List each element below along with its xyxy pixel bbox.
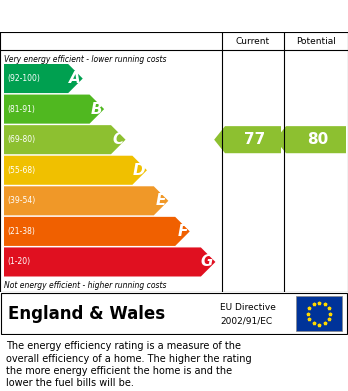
- Bar: [296, 296, 342, 331]
- Text: (92-100): (92-100): [7, 74, 40, 83]
- Text: Not energy efficient - higher running costs: Not energy efficient - higher running co…: [4, 282, 166, 291]
- Text: 80: 80: [307, 132, 328, 147]
- Text: Current: Current: [236, 36, 270, 45]
- Text: lower the fuel bills will be.: lower the fuel bills will be.: [6, 378, 134, 389]
- Text: E: E: [156, 193, 166, 208]
- Text: (1-20): (1-20): [7, 257, 30, 266]
- Text: (39-54): (39-54): [7, 196, 35, 205]
- Text: (55-68): (55-68): [7, 166, 35, 175]
- Text: B: B: [90, 102, 102, 117]
- Text: (81-91): (81-91): [7, 105, 35, 114]
- Polygon shape: [214, 126, 281, 153]
- Polygon shape: [275, 126, 346, 153]
- Text: the more energy efficient the home is and the: the more energy efficient the home is an…: [6, 366, 232, 376]
- Polygon shape: [4, 186, 168, 215]
- Polygon shape: [4, 156, 147, 185]
- Text: F: F: [177, 224, 188, 239]
- Text: A: A: [69, 71, 81, 86]
- Text: Very energy efficient - lower running costs: Very energy efficient - lower running co…: [4, 56, 166, 65]
- Polygon shape: [4, 64, 83, 93]
- Text: D: D: [132, 163, 145, 178]
- Text: England & Wales: England & Wales: [8, 305, 165, 323]
- Text: The energy efficiency rating is a measure of the: The energy efficiency rating is a measur…: [6, 341, 241, 351]
- Text: C: C: [112, 132, 124, 147]
- Text: 77: 77: [244, 132, 265, 147]
- Text: (69-80): (69-80): [7, 135, 35, 144]
- Polygon shape: [4, 95, 104, 124]
- Text: (21-38): (21-38): [7, 227, 35, 236]
- Text: Energy Efficiency Rating: Energy Efficiency Rating: [8, 9, 218, 23]
- Polygon shape: [4, 125, 126, 154]
- Polygon shape: [4, 217, 190, 246]
- Text: 2002/91/EC: 2002/91/EC: [220, 316, 272, 325]
- Text: EU Directive: EU Directive: [220, 303, 276, 312]
- Text: overall efficiency of a home. The higher the rating: overall efficiency of a home. The higher…: [6, 353, 252, 364]
- Polygon shape: [4, 248, 215, 276]
- Text: Potential: Potential: [296, 36, 336, 45]
- Text: G: G: [201, 255, 213, 269]
